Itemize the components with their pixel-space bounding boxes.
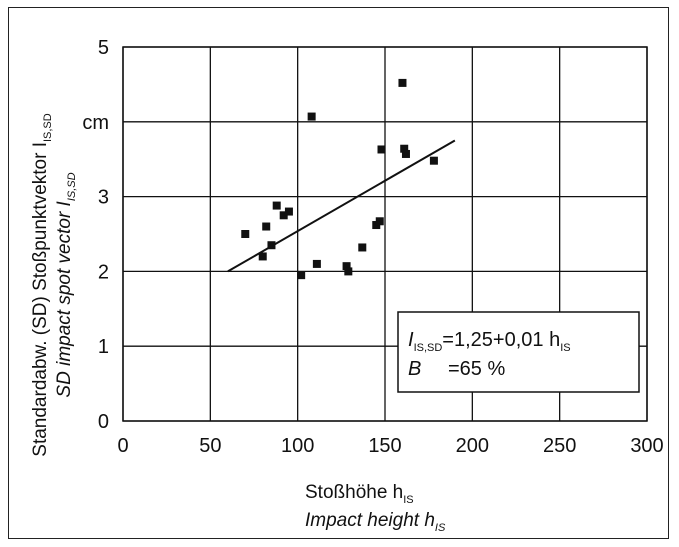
data-point xyxy=(377,145,386,154)
data-point xyxy=(375,217,384,226)
y-axis-label-line-1: Standardabw. (SD) Stoßpunktvektor IIS,SD xyxy=(30,113,54,457)
data-point xyxy=(401,149,410,158)
data-point xyxy=(284,207,293,216)
data-point xyxy=(429,156,438,165)
x-tick-label: 300 xyxy=(630,435,663,457)
y-axis-label: Standardabw. (SD) Stoßpunktvektor IIS,SD… xyxy=(30,113,78,457)
y-tick-label: 2 xyxy=(98,261,109,283)
data-point xyxy=(267,241,276,250)
data-point xyxy=(279,211,288,220)
data-point xyxy=(297,271,306,280)
data-point xyxy=(258,252,267,261)
equation-line-1: IIS,SD=1,25+0,01 hIS xyxy=(408,329,571,354)
data-point xyxy=(358,243,367,252)
x-tick-label: 100 xyxy=(281,435,314,457)
x-axis-label-line-1: Stoßhöhe hIS xyxy=(305,482,414,506)
equation-box-border xyxy=(397,311,640,393)
x-tick-labels: 0 50 100 150 200 250 300 xyxy=(117,435,663,457)
data-point xyxy=(344,267,353,276)
equation-box: IIS,SD=1,25+0,01 hIS B =65 % xyxy=(397,311,640,393)
data-point xyxy=(307,112,316,121)
y-tick-label: cm xyxy=(82,112,109,134)
plot-area xyxy=(122,46,648,422)
data-point xyxy=(272,201,281,210)
trend-line xyxy=(227,139,456,273)
data-point xyxy=(400,144,409,153)
data-points xyxy=(241,78,438,280)
figure-frame xyxy=(8,7,669,539)
y-tick-label: 5 xyxy=(98,37,109,59)
equation-line-2: B =65 % xyxy=(408,358,505,380)
x-axis-label: Stoßhöhe hIS Impact height hIS xyxy=(305,482,446,534)
x-tick-label: 250 xyxy=(543,435,576,457)
data-point xyxy=(398,78,407,87)
x-tick-label: 50 xyxy=(199,435,221,457)
y-tick-label: 3 xyxy=(98,187,109,209)
x-tick-label: 150 xyxy=(368,435,401,457)
x-axis-label-line-2: Impact height hIS xyxy=(305,510,446,534)
x-tick-label: 0 xyxy=(117,435,128,457)
y-tick-label: 1 xyxy=(98,336,109,358)
data-point xyxy=(262,222,271,231)
x-tick-label: 200 xyxy=(456,435,489,457)
data-point xyxy=(312,259,321,268)
data-point xyxy=(342,262,351,271)
data-point xyxy=(241,230,250,238)
y-tick-label: 0 xyxy=(98,411,109,433)
y-axis-label-line-2: SD impact spot vector IIS,SD xyxy=(54,172,78,397)
y-tick-labels: 0 1 2 3 cm 5 xyxy=(82,37,109,433)
